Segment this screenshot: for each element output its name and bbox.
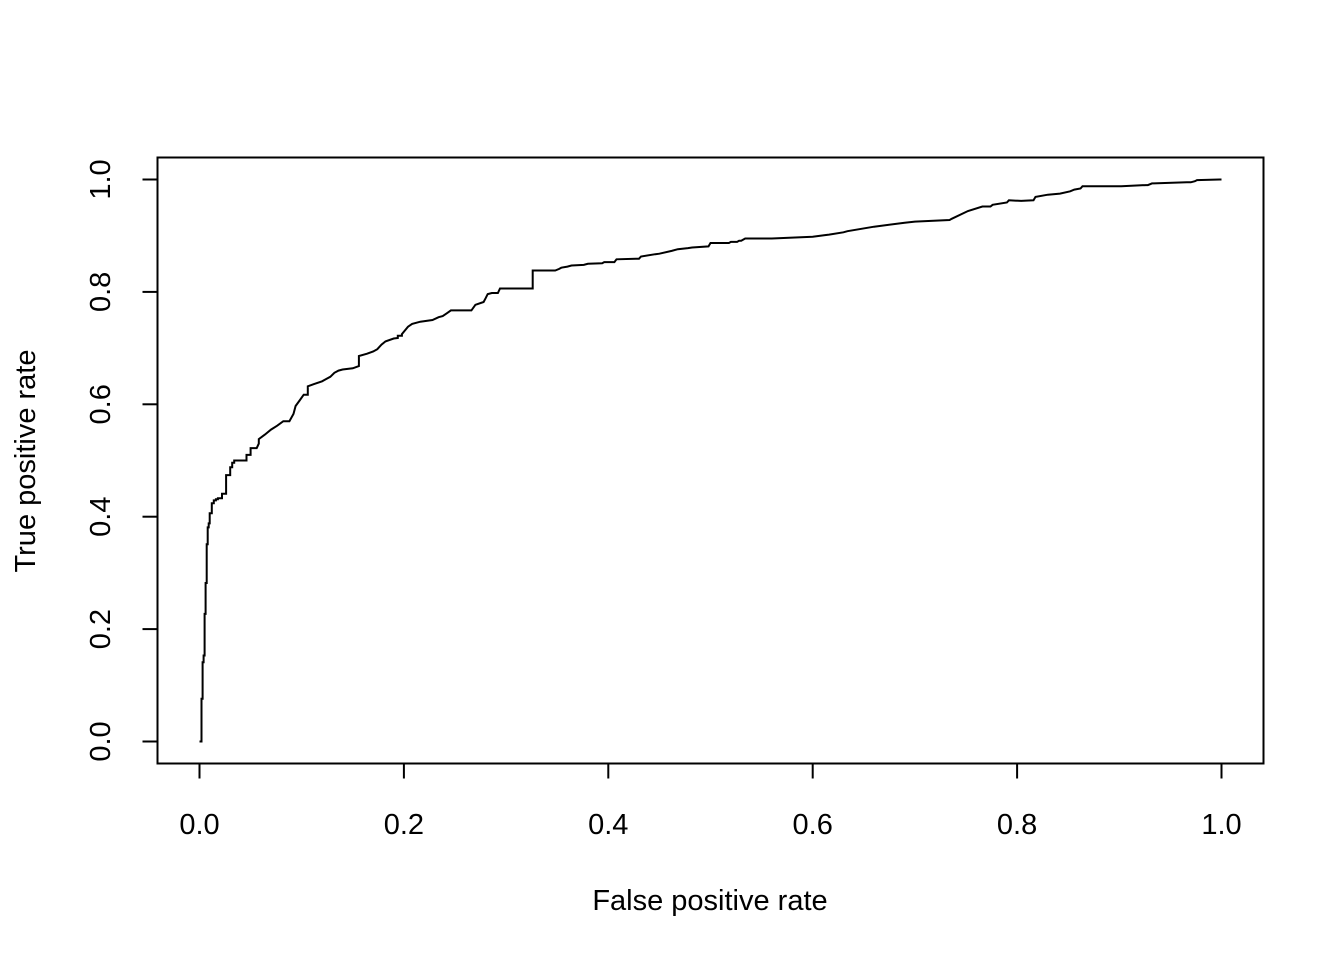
x-axis-title: False positive rate bbox=[592, 885, 827, 917]
roc-curve-line bbox=[199, 178, 1222, 743]
y-tick-label: 1.0 bbox=[85, 159, 117, 199]
y-tick-label: 0.2 bbox=[85, 609, 117, 649]
series-layer bbox=[199, 178, 1222, 743]
y-tick-label: 0.4 bbox=[85, 497, 117, 537]
x-tick-label: 0.4 bbox=[588, 809, 628, 841]
y-tick-label: 0.6 bbox=[85, 384, 117, 424]
y-tick-label: 0.0 bbox=[85, 721, 117, 761]
x-axis: 0.0 0.2 0.4 0.6 0.8 1.0 bbox=[179, 762, 1242, 841]
plot-frame bbox=[156, 156, 1265, 765]
x-tick-label: 0.0 bbox=[179, 809, 219, 841]
y-tick-label: 0.8 bbox=[85, 272, 117, 312]
x-tick-label: 1.0 bbox=[1201, 809, 1241, 841]
y-axis-title: True positive rate bbox=[10, 350, 42, 573]
x-tick-label: 0.8 bbox=[997, 809, 1037, 841]
x-tick-label: 0.6 bbox=[793, 809, 833, 841]
x-tick-label: 0.2 bbox=[384, 809, 424, 841]
y-axis: 0.0 0.2 0.4 0.6 0.8 1.0 bbox=[85, 159, 159, 762]
